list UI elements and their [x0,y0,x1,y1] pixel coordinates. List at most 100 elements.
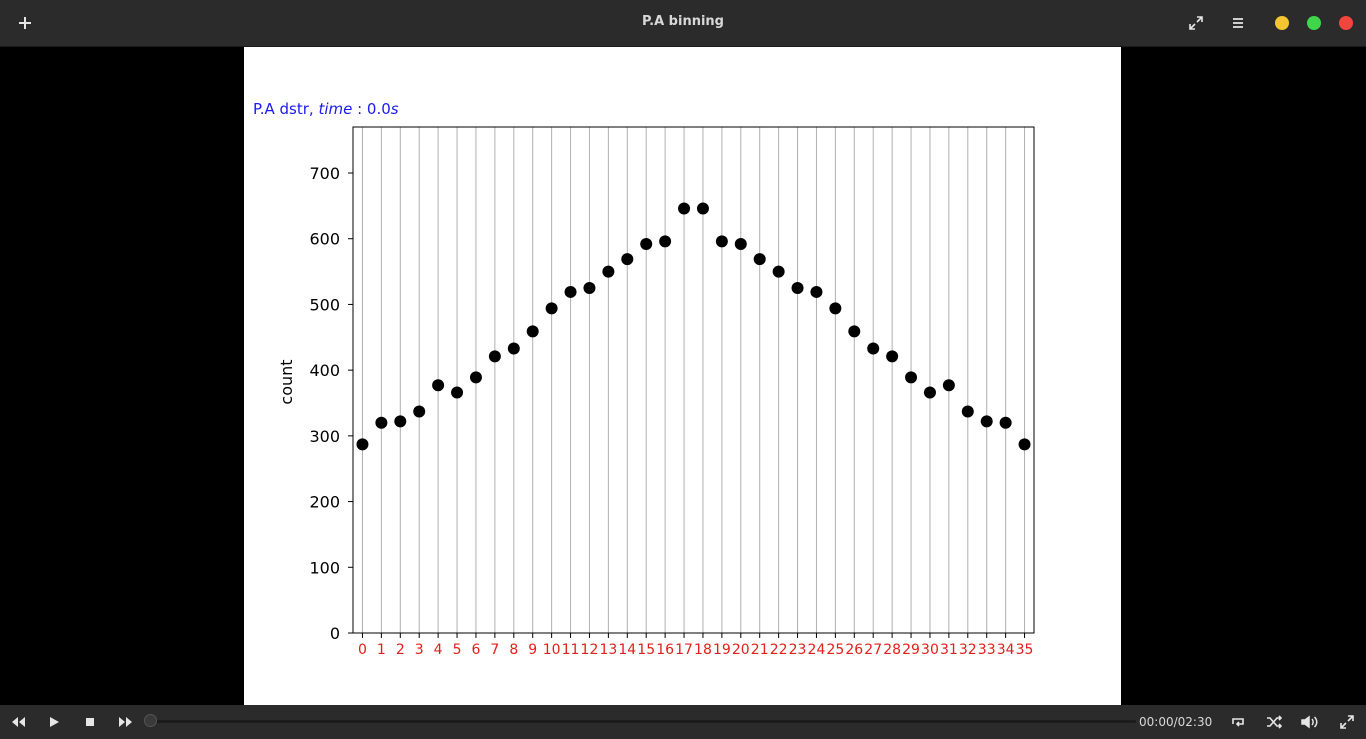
play-icon[interactable] [42,710,66,734]
y-tick-label: 600 [309,230,340,249]
data-point [999,416,1012,429]
x-tick-label: 34 [997,642,1015,658]
stop-icon[interactable] [78,710,102,734]
data-point [659,235,672,248]
x-tick-label: 3 [415,642,424,658]
data-point [829,302,842,315]
x-tick-label: 12 [581,642,599,658]
loop-icon[interactable] [1226,710,1250,734]
volume-icon[interactable] [1298,710,1322,734]
data-point [375,416,388,429]
data-point [867,342,880,355]
y-tick-label: 400 [309,361,340,380]
data-point [961,405,974,418]
x-tick-label: 14 [618,642,636,658]
data-point [602,265,615,278]
chart-title-time-value: : 0.0 [352,100,390,118]
data-point [810,285,823,298]
x-tick-label: 5 [453,642,462,658]
x-tick-label: 17 [675,642,693,658]
data-point [640,237,653,250]
chart-title-time-label: time [318,100,352,118]
data-point [715,235,728,248]
x-tick-label: 35 [1016,642,1034,658]
chart-title: P.A dstr, time : 0.0s [253,100,399,118]
vertical-grid [361,127,1026,633]
data-point [734,237,747,250]
y-axis-label: count [277,359,296,404]
fast-forward-icon[interactable] [114,710,138,734]
data-point [526,325,539,338]
x-tick-label: 24 [808,642,826,658]
video-area[interactable]: P.A dstr, time : 0.0s count 0 100 200 300 40… [0,47,1366,705]
seek-handle[interactable] [144,714,157,727]
x-tick-label: 18 [694,642,712,658]
x-tick-label: 29 [902,642,920,658]
data-point [432,379,445,392]
x-tick-label: 13 [599,642,617,658]
x-tick-label: 21 [751,642,769,658]
chart: P.A dstr, time : 0.0s count 010020030040… [253,100,1035,658]
shuffle-icon[interactable] [1262,710,1286,734]
data-point [621,253,634,266]
x-tick-label: 4 [434,642,443,658]
data-point [469,371,482,384]
x-tick-label: 25 [826,642,844,658]
data-point [772,265,785,278]
data-point [413,405,426,418]
seek-bar[interactable] [150,720,1136,723]
data-point [488,350,501,363]
data-point [886,350,899,363]
data-point [942,379,955,392]
y-tick-label: 100 [309,558,340,577]
data-point [791,282,804,294]
x-tick-label: 10 [543,642,561,658]
x-tick-label: 9 [528,642,537,658]
menu-icon[interactable] [1226,11,1250,35]
y-tick-label: 200 [309,493,340,512]
x-tick-label: 31 [940,642,958,658]
y-tick-label: 300 [309,427,340,446]
fullscreen-icon[interactable] [1184,11,1208,35]
x-tick-label: 22 [770,642,788,658]
x-tick-label: 1 [377,642,386,658]
minimize-button[interactable] [1275,16,1289,30]
data-point [564,285,577,298]
x-axis: 0 1 2 3 4 5 6 7 8 9 10 11 12 13 14 15 16 17 18 19 20 21 22 23 24… [358,633,1033,658]
x-tick-label: 19 [713,642,731,658]
data-point [1018,438,1031,451]
x-tick-label: 28 [883,642,901,658]
plot-area [352,126,1035,634]
x-tick-label: 16 [656,642,674,658]
y-tick-label: 0 [330,624,340,643]
data-point [753,253,766,266]
x-tick-label: 0 [358,642,367,658]
window-title: P.A binning [642,14,724,29]
x-tick-label: 20 [732,642,750,658]
data-point [356,438,369,451]
data-point [507,342,520,355]
add-icon[interactable] [13,11,37,35]
data-points [356,202,1031,451]
data-point [678,202,691,215]
title-bar: P.A binning [0,0,1366,47]
data-point [980,415,993,428]
data-point [394,415,407,428]
data-point [905,371,918,384]
x-tick-label: 15 [637,642,655,658]
data-point [583,282,596,294]
data-point [545,302,558,315]
data-point [696,202,709,215]
maximize-button[interactable] [1307,16,1321,30]
x-tick-label: 2 [396,642,405,658]
y-tick-label: 500 [309,295,340,314]
x-tick-label: 11 [562,642,580,658]
x-tick-label: 8 [509,642,518,658]
data-point [848,325,861,338]
rewind-icon[interactable] [6,710,30,734]
x-tick-label: 32 [959,642,977,658]
chart-title-prefix: P.A dstr, [253,100,318,118]
fullscreen-toggle-icon[interactable] [1335,710,1359,734]
video-frame: P.A dstr, time : 0.0s count 0 100 200 300 40… [244,47,1121,705]
close-button[interactable] [1339,16,1353,30]
